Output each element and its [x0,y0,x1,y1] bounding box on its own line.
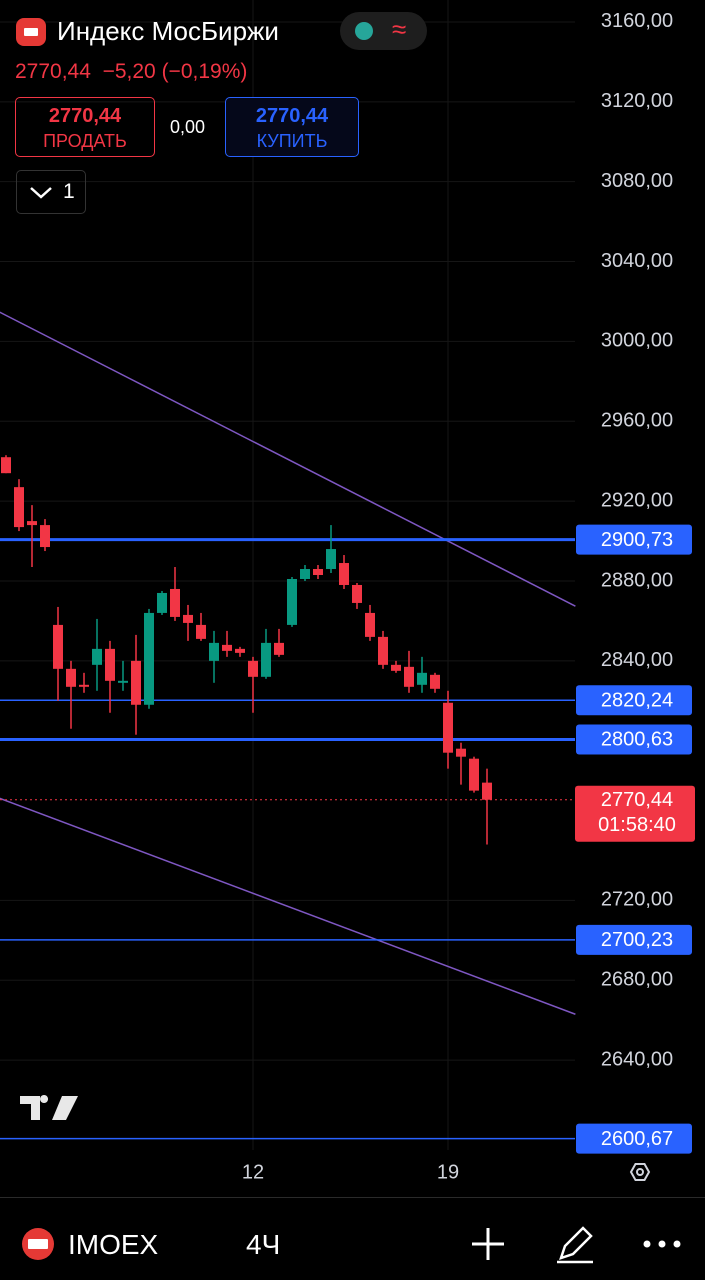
y-tick-label: 2720,00 [601,889,673,911]
footer-symbol[interactable]: IMOEX [68,1229,159,1260]
buy-label: КУПИТЬ [256,131,328,151]
last-price-label: 2770,44 [601,789,673,811]
sell-price: 2770,44 [48,105,122,127]
countdown-label: 01:58:40 [598,814,676,836]
last-price-box [575,785,695,842]
level-label-box [576,924,692,955]
status-pill[interactable]: ≈ [340,12,427,50]
price-change: −5,20 (−0,19%) [102,60,248,83]
candle-body [352,584,362,603]
divider [0,1197,705,1198]
x-tick-label: 12 [242,1161,264,1183]
settings-icon[interactable] [629,1163,651,1181]
y-tick-label: 3080,00 [601,170,673,192]
candle-body [79,684,89,687]
candle-body [209,642,219,661]
price-line: 2770,44 −5,20 (−0,19%) [15,60,247,84]
draw-button[interactable] [553,1222,597,1266]
last-price: 2770,44 [15,60,91,83]
trend-line [0,797,576,1015]
candle-body [53,624,63,669]
buy-price: 2770,44 [255,105,329,127]
candle-body [482,782,492,800]
candle-body [326,549,336,570]
level-label: 2900,73 [601,529,673,551]
candle-body [170,588,180,617]
candle-body [274,642,284,655]
trend-line [0,311,576,607]
candle-body [92,648,102,665]
candle-body [1,457,11,474]
candle-body [300,569,310,579]
candle-body [144,612,154,705]
y-tick-label: 3120,00 [601,90,673,112]
level-label-box [576,724,692,755]
y-tick-label: 2960,00 [601,410,673,432]
candle-body [118,680,128,683]
chevron-icon [30,187,52,199]
buy-button[interactable]: 2770,44 КУПИТЬ [225,97,359,157]
chart: 3160,00 3120,00 3080,00 3040,00 3000,00 2960,… [0,0,695,1183]
y-tick-label: 2920,00 [601,489,673,511]
symbol-logo [16,18,46,46]
layout-count: 1 [63,180,75,203]
candle-body [183,614,193,623]
candle-body [131,660,141,705]
footer-interval[interactable]: 4Ч [246,1229,281,1260]
candle-body [105,648,115,681]
candle-body [456,748,466,757]
candle-body [14,487,24,528]
y-tick-label: 2880,00 [601,569,673,591]
candle-body [196,624,206,639]
candle-body [40,525,50,548]
spread: 0,00 [170,117,206,137]
candle-body [339,563,349,585]
candle-body [261,642,271,677]
candle-body [222,644,232,651]
candle-body [443,702,453,753]
x-tick-label: 19 [437,1161,459,1183]
y-tick-label: 2680,00 [601,969,673,991]
candle-body [378,636,388,665]
candle-body [157,592,167,613]
candle-body [365,612,375,637]
add-button[interactable] [468,1224,508,1264]
y-tick-label: 2640,00 [601,1048,673,1070]
tradingview-logo [20,1095,78,1120]
settings-icon-dot [636,1168,644,1176]
candle-body [404,666,414,687]
candle-body [430,674,440,689]
level-label-box [576,524,692,555]
y-tick-label: 2840,00 [601,649,673,671]
candle-body [313,569,323,575]
candle-body [248,660,258,677]
candle-body [417,672,427,685]
candle-body [66,668,76,687]
candle-body [391,664,401,671]
level-label-box [576,685,692,716]
level-label: 2700,23 [601,929,673,951]
level-label: 2600,67 [601,1128,673,1150]
level-label-box [576,1123,692,1154]
candle-body [27,521,37,526]
level-label: 2800,63 [601,729,673,751]
layout-toggle[interactable]: 1 [16,170,86,214]
y-tick-label: 3000,00 [601,330,673,352]
y-tick-label: 3160,00 [601,10,673,32]
level-label: 2820,24 [601,690,673,712]
sell-label: ПРОДАТЬ [43,131,127,151]
candle-body [469,758,479,791]
more-button[interactable] [642,1239,682,1249]
y-tick-label: 3040,00 [601,250,673,272]
candle-body [287,578,297,625]
symbol-title[interactable]: Индекс МосБиржи [57,16,279,46]
symbol-icon [22,1228,54,1260]
candle-body [235,648,245,653]
sell-button[interactable]: 2770,44 ПРОДАТЬ [15,97,155,157]
